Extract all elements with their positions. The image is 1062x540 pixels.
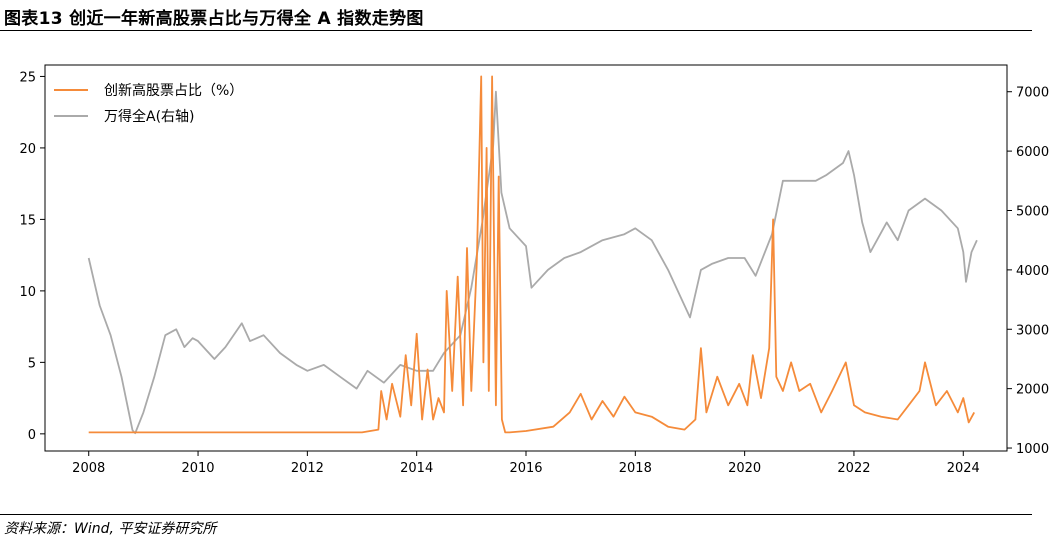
x-tick-label: 2010	[181, 461, 214, 476]
x-tick-label: 2016	[509, 461, 542, 476]
x-tick-label: 2008	[72, 461, 105, 476]
x-tick-label: 2014	[400, 461, 433, 476]
y-left-tick-label: 15	[19, 213, 36, 228]
legend: 创新高股票占比（%） 万得全A(右轴)	[54, 82, 243, 125]
x-tick-label: 2024	[947, 461, 980, 476]
y-left-tick-label: 20	[19, 142, 36, 157]
y-right-tick-label: 2000	[1016, 383, 1049, 398]
legend-label: 创新高股票占比（%）	[104, 82, 243, 99]
y-right-tick-label: 3000	[1016, 323, 1049, 338]
y-right-tick-label: 5000	[1016, 204, 1049, 219]
series-layer	[87, 75, 978, 435]
page-title: 图表13 创近一年新高股票占比与万得全 A 指数走势图	[4, 9, 424, 29]
y-left-tick-label: 0	[28, 428, 36, 443]
x-tick-label: 2022	[837, 461, 870, 476]
x-axis: 2008 2010 2012 2014 2016 2018 2020 2022 2024	[72, 451, 980, 476]
source-bar: 资料来源：Wind, 平安证券研究所	[0, 514, 1032, 539]
x-tick-label: 2012	[291, 461, 324, 476]
title-bar: 图表13 创近一年新高股票占比与万得全 A 指数走势图	[0, 0, 1032, 31]
y-left-tick-label: 10	[19, 285, 36, 300]
y-left-tick-label: 25	[19, 70, 36, 85]
chart: 2008 2010 2012 2014 2016 2018 2020 2022 2024 051…	[19, 64, 1049, 476]
x-tick-label: 2018	[619, 461, 652, 476]
legend-label: 万得全A(右轴)	[104, 108, 195, 125]
x-tick-label: 2020	[728, 461, 761, 476]
series-line-wind-all-a	[87, 90, 978, 435]
y-right-tick-label: 6000	[1016, 145, 1049, 160]
y-axis-right: 1000 2000 3000 4000 5000 6000 7000	[1007, 86, 1049, 457]
y-right-tick-label: 7000	[1016, 86, 1049, 101]
y-right-tick-label: 4000	[1016, 264, 1049, 279]
source-note: 资料来源：Wind, 平安证券研究所	[4, 521, 217, 537]
y-right-tick-label: 1000	[1016, 442, 1049, 457]
y-left-tick-label: 5	[28, 356, 36, 371]
y-axis-left: 0 5 10 15 20 25	[19, 70, 45, 443]
series-line-new-high-ratio	[88, 75, 975, 434]
